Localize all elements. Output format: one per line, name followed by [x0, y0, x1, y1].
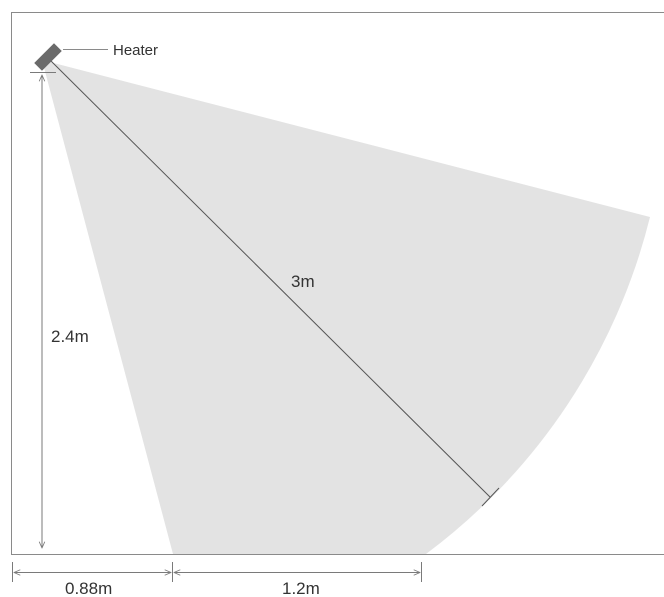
room-frame	[11, 12, 664, 555]
radius-label: 3m	[291, 272, 315, 291]
near-offset-label: 0.88m	[65, 579, 112, 597]
radius-line	[49, 59, 491, 498]
radius-end-tick	[481, 487, 500, 507]
heater-label: Heater	[113, 42, 158, 59]
heater-unit: Heater	[34, 42, 158, 71]
coverage-width-label: 1.2m	[282, 579, 320, 597]
heater-body	[34, 43, 62, 71]
floor-dimensions: 0.88m 1.2m	[12, 562, 422, 597]
height-dimension: 2.4m	[30, 72, 104, 549]
height-label: 2.4m	[51, 327, 89, 346]
coverage-area	[42, 60, 650, 554]
height-label-backdrop	[46, 322, 104, 348]
